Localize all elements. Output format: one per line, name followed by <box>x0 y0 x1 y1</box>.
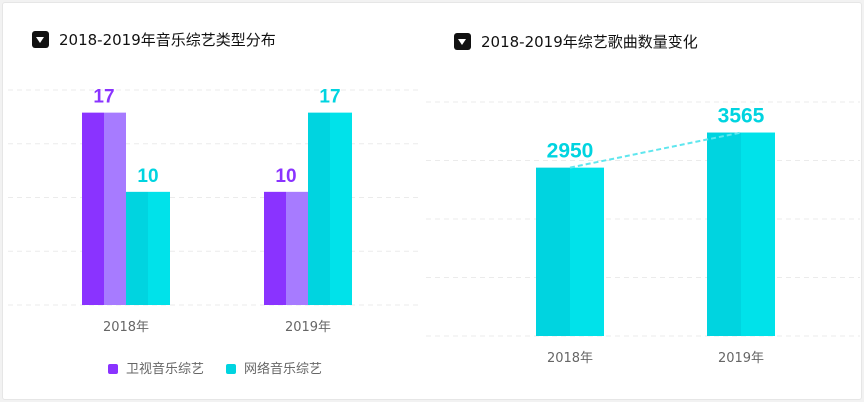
bar-highlight <box>148 191 170 305</box>
bar <box>126 191 148 305</box>
bar <box>308 112 330 305</box>
legend-swatch <box>108 364 118 374</box>
bar <box>707 132 741 336</box>
x-tick-label: 2019年 <box>285 320 331 335</box>
x-tick-label: 2019年 <box>718 351 764 366</box>
data-label: 10 <box>137 166 158 187</box>
legend-label: 卫视音乐综艺 <box>126 362 205 377</box>
x-tick-label: 2018年 <box>547 351 593 366</box>
collapse-icon[interactable] <box>32 31 49 48</box>
chart2-title: 2018-2019年综艺歌曲数量变化 <box>454 31 698 52</box>
data-label: 2950 <box>547 140 594 163</box>
bar-highlight <box>104 112 126 305</box>
x-tick-label: 2018年 <box>103 320 149 335</box>
legend-item[interactable]: 网络音乐综艺 <box>226 358 322 377</box>
bar-highlight <box>286 191 308 305</box>
bar-highlight <box>570 167 604 336</box>
bar-highlight <box>330 112 352 305</box>
data-label: 3565 <box>718 105 765 128</box>
bar <box>264 191 286 305</box>
chart1-title-text: 2018-2019年音乐综艺类型分布 <box>59 31 276 49</box>
collapse-icon[interactable] <box>454 33 471 50</box>
legend-label: 网络音乐综艺 <box>244 362 323 377</box>
chart1-title: 2018-2019年音乐综艺类型分布 <box>32 29 276 50</box>
data-label: 10 <box>275 166 296 187</box>
data-label: 17 <box>93 87 114 108</box>
bar-highlight <box>741 132 775 336</box>
legend-swatch <box>226 364 237 374</box>
legend-item[interactable]: 卫视音乐综艺 <box>108 358 204 377</box>
bar <box>536 167 570 336</box>
chart2-title-text: 2018-2019年综艺歌曲数量变化 <box>481 33 698 51</box>
data-label: 17 <box>319 87 340 108</box>
trend-line <box>569 131 742 169</box>
bar <box>82 112 104 305</box>
chart1-legend: 卫视音乐综艺 网络音乐综艺 <box>108 358 322 377</box>
